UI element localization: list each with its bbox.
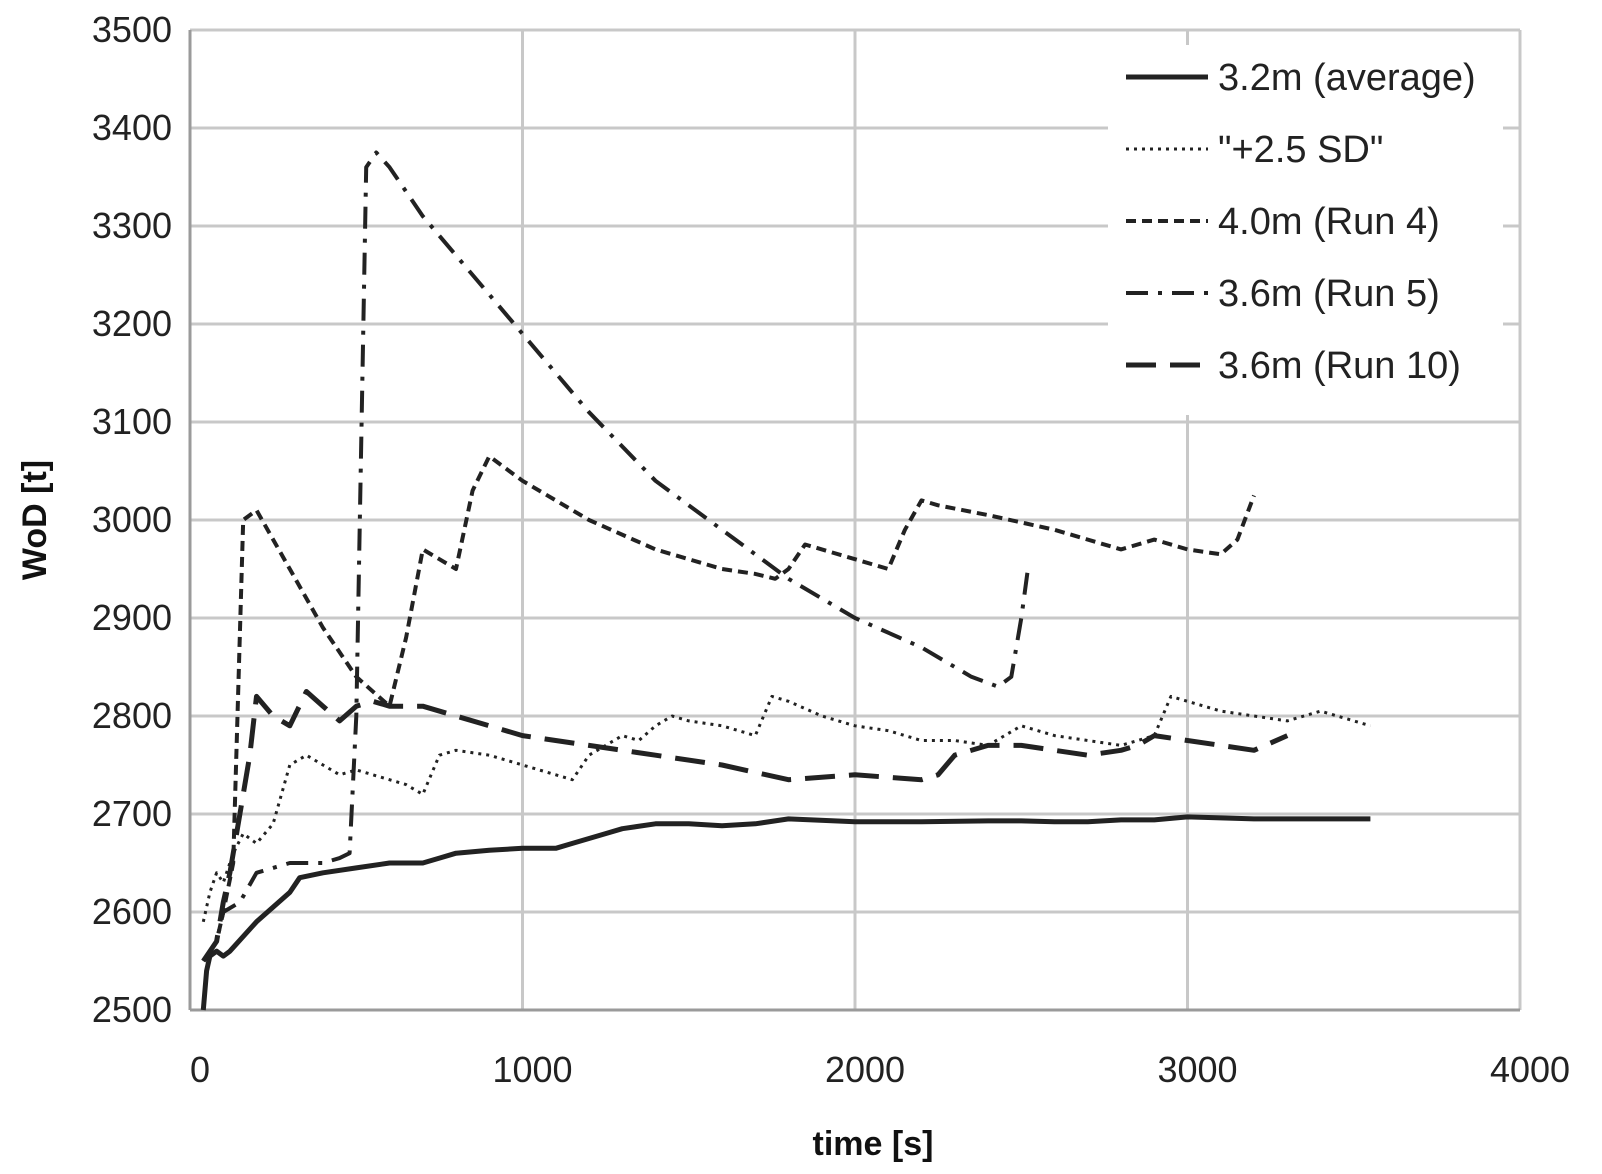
x-axis-title: time [s] bbox=[813, 1125, 934, 1163]
series-line-3 bbox=[201, 454, 1256, 963]
series-line-5 bbox=[201, 689, 1289, 963]
y-axis-title: WoD [t] bbox=[16, 460, 54, 580]
x-tick-label: 0 bbox=[190, 1049, 210, 1090]
x-tick-label: 4000 bbox=[1490, 1049, 1570, 1090]
data-series bbox=[200, 150, 1371, 1011]
x-tick-label: 2000 bbox=[825, 1049, 905, 1090]
x-tick-label: 1000 bbox=[492, 1049, 572, 1090]
y-tick-label: 3400 bbox=[92, 107, 172, 148]
legend-label-2: "+2.5 SD" bbox=[1218, 129, 1383, 171]
y-tick-label: 2600 bbox=[92, 891, 172, 932]
legend-box bbox=[1108, 45, 1503, 415]
y-tick-label: 3000 bbox=[92, 499, 172, 540]
y-tick-label: 2500 bbox=[92, 989, 172, 1030]
legend-label-1: 3.2m (average) bbox=[1218, 57, 1476, 99]
y-tick-label: 3300 bbox=[92, 205, 172, 246]
y-tick-label: 3200 bbox=[92, 303, 172, 344]
legend-label-5: 3.6m (Run 10) bbox=[1218, 345, 1461, 387]
series-line-2 bbox=[201, 694, 1371, 923]
legend-label-3: 4.0m (Run 4) bbox=[1218, 201, 1440, 243]
y-tick-label: 3500 bbox=[92, 9, 172, 50]
legend-label-4: 3.6m (Run 5) bbox=[1218, 273, 1440, 315]
y-tick-label: 3100 bbox=[92, 401, 172, 442]
series-line-1 bbox=[200, 814, 1371, 1011]
series-line-4 bbox=[201, 150, 1030, 963]
y-tick-label: 2900 bbox=[92, 597, 172, 638]
y-tick-label: 2700 bbox=[92, 793, 172, 834]
axes: 2500 2600 2700 2800 2900 3000 3100 3200 3300 3400… bbox=[92, 9, 1570, 1090]
y-tick-label: 2800 bbox=[92, 695, 172, 736]
legend: 3.2m (average) "+2.5 SD" 4.0m (Run 4) 3.6m … bbox=[1108, 45, 1503, 415]
x-tick-label: 3000 bbox=[1157, 1049, 1237, 1090]
